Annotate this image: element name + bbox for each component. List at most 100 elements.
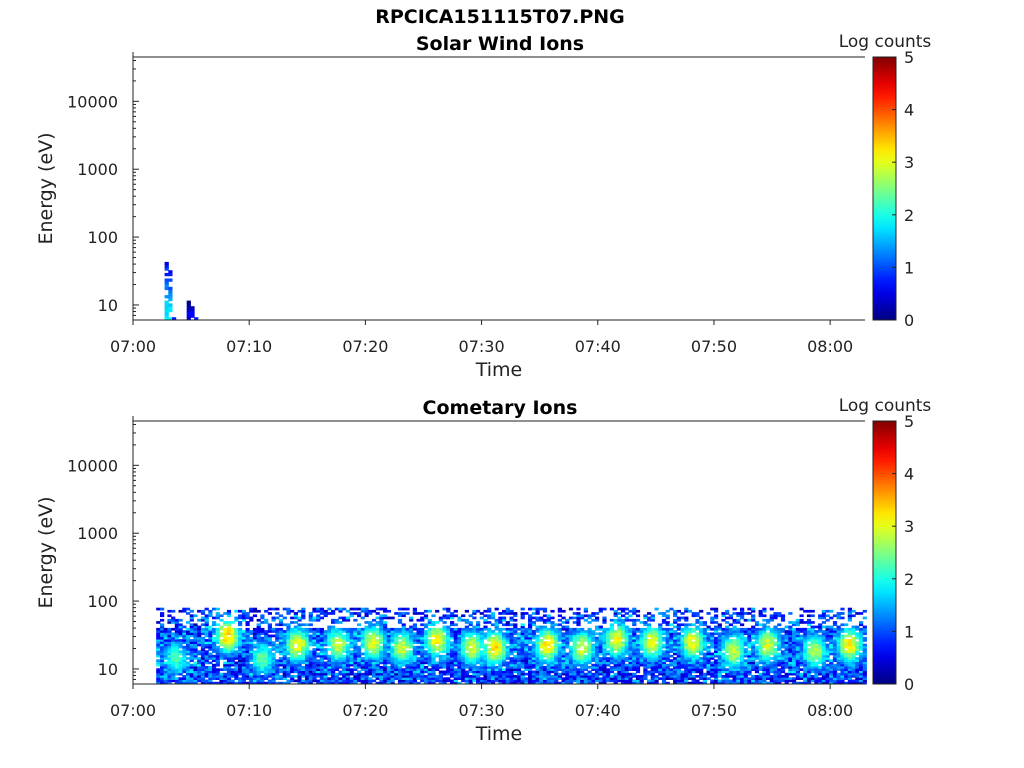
data-cell — [438, 648, 443, 651]
data-cell — [710, 627, 715, 631]
data-cell — [297, 618, 302, 622]
data-cell — [524, 661, 529, 665]
data-cell — [171, 636, 176, 640]
data-cell — [390, 632, 395, 636]
data-cell — [431, 668, 436, 671]
data-cell — [535, 675, 540, 678]
data-cell — [825, 681, 830, 685]
data-cell — [654, 666, 659, 669]
data-cell — [483, 661, 488, 665]
data-cell — [699, 657, 704, 660]
data-cell — [613, 645, 618, 649]
data-cell — [342, 657, 347, 660]
data-cell — [647, 625, 652, 629]
data-cell — [747, 650, 752, 653]
figure-title: RPCICA151115T07.PNG — [375, 6, 625, 28]
data-cell — [197, 675, 202, 678]
data-cell — [766, 643, 771, 647]
data-cell — [357, 648, 362, 651]
data-cell — [829, 634, 834, 638]
data-cell — [405, 607, 410, 611]
data-cell — [606, 639, 611, 642]
data-cell — [591, 645, 596, 649]
data-cell — [215, 634, 220, 638]
data-cell — [394, 636, 399, 640]
data-cell — [174, 670, 179, 674]
data-cell — [476, 609, 481, 613]
data-cell — [171, 634, 176, 638]
data-cell — [617, 632, 622, 636]
data-cell — [728, 627, 733, 631]
data-cell — [673, 618, 678, 622]
data-cell — [327, 639, 332, 642]
data-cell — [174, 681, 179, 685]
data-cell — [312, 661, 317, 665]
data-cell — [297, 663, 302, 667]
data-cell — [360, 661, 365, 665]
data-cell — [502, 681, 507, 685]
data-cell — [349, 639, 354, 642]
data-cell — [368, 648, 373, 651]
data-cell — [647, 666, 652, 669]
data-cell — [464, 618, 469, 622]
data-cell — [297, 625, 302, 629]
data-cell — [420, 616, 425, 620]
data-cell — [792, 668, 797, 671]
data-cell — [438, 650, 443, 653]
data-cell — [275, 668, 280, 671]
data-cell — [609, 623, 614, 627]
data-cell — [595, 641, 600, 644]
data-cell — [792, 672, 797, 676]
data-cell — [565, 679, 570, 683]
data-cell — [754, 645, 760, 649]
data-cell — [204, 672, 209, 676]
data-cell — [695, 645, 700, 649]
data-cell — [572, 612, 577, 615]
data-cell — [182, 648, 187, 651]
data-cell — [777, 645, 782, 649]
data-cell — [602, 648, 607, 651]
data-cell — [182, 675, 187, 678]
data-cell — [160, 675, 165, 678]
data-cell — [457, 663, 462, 667]
data-cell — [442, 672, 447, 676]
data-cell — [190, 314, 195, 318]
data-cell — [595, 625, 600, 629]
data-cell — [238, 645, 243, 649]
data-cell — [714, 668, 719, 671]
data-cell — [368, 670, 373, 674]
data-cell — [747, 636, 752, 640]
data-cell — [301, 616, 306, 620]
data-cell — [200, 636, 206, 640]
data-cell — [208, 609, 213, 613]
data-cell — [632, 666, 637, 669]
data-cell — [230, 670, 235, 674]
data-cell — [427, 643, 432, 647]
data-cell — [483, 654, 488, 658]
data-cell — [554, 634, 559, 638]
data-cell — [256, 679, 261, 683]
data-cell — [338, 639, 343, 642]
data-cell — [360, 636, 365, 640]
data-cell — [412, 645, 417, 649]
data-cell — [468, 643, 473, 647]
data-cell — [461, 641, 466, 644]
data-cell — [271, 668, 276, 671]
data-cell — [624, 612, 629, 615]
data-cell — [624, 616, 629, 620]
data-cell — [267, 623, 272, 627]
data-cell — [621, 623, 626, 627]
data-cell — [353, 612, 358, 615]
data-cell — [212, 677, 217, 680]
data-cell — [234, 668, 239, 671]
data-cell — [595, 643, 600, 647]
data-cell — [182, 652, 187, 656]
data-cell — [714, 643, 719, 647]
data-cell — [606, 652, 611, 656]
data-cell — [505, 636, 510, 640]
data-cell — [658, 650, 663, 653]
data-cell — [479, 641, 484, 644]
data-cell — [509, 609, 514, 613]
panel-1: 07:00 07:10 07:20 07:30 07:40 07:50 08:0010100… — [35, 396, 931, 745]
data-cell — [420, 666, 425, 669]
